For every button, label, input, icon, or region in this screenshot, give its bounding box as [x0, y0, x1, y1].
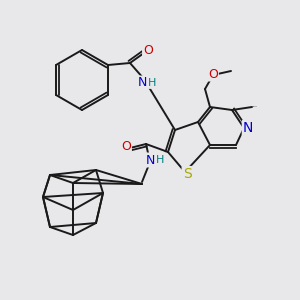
Text: H: H	[156, 155, 164, 165]
Text: N: N	[243, 121, 253, 135]
Text: S: S	[183, 167, 191, 181]
Text: N: N	[145, 154, 155, 166]
Text: O: O	[143, 44, 153, 58]
Text: H: H	[148, 78, 156, 88]
Text: methyl: methyl	[253, 106, 258, 107]
Text: O: O	[208, 68, 218, 80]
Text: O: O	[121, 140, 131, 154]
Text: N: N	[137, 76, 147, 89]
